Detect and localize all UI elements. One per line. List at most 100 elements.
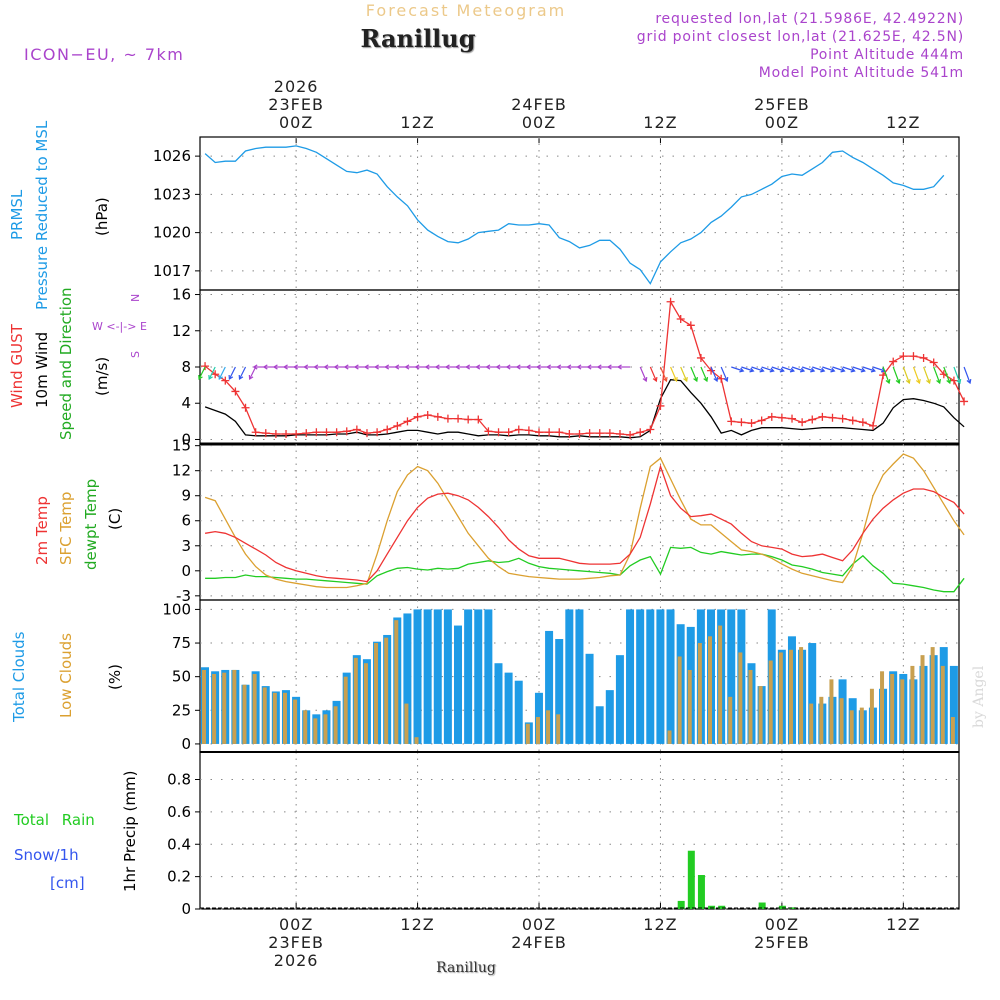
clouds-ytick-label: 0	[181, 735, 191, 753]
pressure-frame	[199, 136, 960, 291]
time-label: 00Z	[522, 915, 556, 934]
wind-direction-arrowhead	[465, 364, 471, 370]
total-cloud-bar	[949, 665, 958, 744]
wind-direction-arrow	[720, 366, 728, 382]
gust-point	[909, 352, 918, 361]
low-cloud-bar	[920, 655, 925, 744]
total-cloud-bar	[646, 609, 655, 744]
low-cloud-bar	[809, 703, 814, 744]
time-label: 12Z	[886, 113, 920, 132]
wind-direction-arrowhead	[885, 378, 891, 385]
wind-ylabels: Wind GUST 10m Wind Speed and Direction (…	[8, 287, 147, 440]
time-label: 00Z	[765, 113, 799, 132]
gust-point	[868, 421, 877, 430]
wind-ytick-label: 12	[172, 322, 191, 340]
wind-direction-arrowhead	[228, 374, 234, 381]
wind-series-10m-wind	[204, 379, 965, 439]
rain-bar	[718, 905, 726, 909]
gust-point	[454, 414, 463, 423]
gust-point	[271, 430, 280, 439]
wind-direction-arrowhead	[596, 364, 602, 370]
low-cloud-bar	[323, 714, 328, 744]
wind-direction-arrowhead	[444, 364, 450, 370]
wind-direction-arrowhead	[535, 364, 541, 370]
low-cloud-bar	[677, 656, 682, 744]
wind-direction-arrowhead	[693, 376, 698, 383]
gust-point	[646, 425, 655, 434]
rain-bar	[789, 907, 797, 909]
time-label: 25FEB	[754, 933, 810, 952]
wind-direction-arrow	[923, 366, 931, 384]
time-label: 00Z	[522, 113, 556, 132]
total-cloud-bar	[504, 672, 513, 744]
low-cloud-bar	[667, 730, 672, 744]
gust-point	[727, 417, 736, 426]
compass-n: N	[129, 294, 142, 302]
gust-point	[838, 414, 847, 423]
gust-point	[433, 412, 442, 421]
time-label: 23FEB	[268, 933, 324, 952]
wind-direction-arrow	[249, 366, 257, 380]
low-cloud-bar	[242, 684, 247, 744]
gust-point	[302, 429, 311, 438]
wind-direction-arrowhead	[293, 364, 298, 370]
rain-bar	[697, 875, 705, 909]
low-cloud-bar	[799, 647, 804, 744]
location-title: Ranillug	[360, 24, 475, 53]
requested-coords: requested lon,lat (21.5986E, 42.4922N)	[655, 11, 964, 27]
wind-direction-arrow	[801, 366, 815, 372]
wind-direction-arrowhead	[606, 364, 612, 370]
gust-point	[352, 425, 361, 434]
wind-direction-arrowhead	[759, 367, 765, 373]
precip-ytick-label: 0.2	[167, 868, 191, 886]
gust-point	[555, 428, 564, 437]
total-cloud-bar	[454, 625, 462, 744]
wind-direction-arrowhead	[779, 367, 785, 373]
low-cloud-bar	[829, 679, 834, 744]
gust-point	[545, 428, 554, 437]
low-cloud-bar	[758, 686, 763, 744]
gust-point	[889, 357, 898, 366]
temp-unit: (C)	[106, 508, 124, 530]
wind-direction-arrowhead	[262, 364, 268, 370]
rain-bar	[677, 900, 685, 909]
total-clouds-label: Total Clouds	[10, 631, 28, 723]
wind-direction-arrow	[680, 366, 688, 382]
total-cloud-bar	[545, 630, 554, 744]
low-cloud-bar	[252, 673, 257, 744]
total-cloud-bar	[474, 609, 483, 744]
low-cloud-bar	[394, 620, 399, 744]
gust-point	[757, 416, 766, 425]
wind-direction-arrowhead	[218, 374, 223, 381]
low-cloud-bar	[404, 703, 409, 744]
wind-direction-arrowhead	[749, 367, 755, 373]
low-cloud-bar	[697, 643, 702, 744]
rain-bar	[708, 905, 716, 909]
wind-direction-arrowhead	[769, 367, 775, 373]
low-cloud-bar	[748, 669, 753, 744]
gust-point	[251, 428, 260, 437]
wind-direction-arrowhead	[905, 378, 911, 385]
wind-direction-arrow	[208, 366, 216, 380]
gust-point	[484, 427, 493, 436]
wind-direction-arrowhead	[799, 367, 806, 373]
total-cloud-bar	[403, 613, 412, 744]
wind-direction-arrowhead	[642, 376, 648, 383]
precip-ytick-label: 0.4	[167, 835, 191, 853]
pressure-series-prmsl	[204, 145, 945, 285]
low-cloud-bar	[384, 637, 389, 744]
gust-point	[292, 430, 301, 439]
wind-direction-arrow	[812, 366, 825, 372]
time-label: 12Z	[643, 915, 677, 934]
gust-point	[656, 401, 665, 410]
wind-direction-arrowhead	[652, 376, 658, 383]
wind-direction-arrowhead	[495, 364, 501, 370]
wind-direction-arrow	[912, 366, 921, 384]
watermark: by Angel	[971, 665, 987, 728]
total-cloud-bar	[555, 639, 564, 744]
model-label: ICON−EU, ~ 7km	[24, 45, 184, 64]
total-cloud-bar	[808, 643, 817, 744]
wind-direction-arrowhead	[870, 367, 876, 373]
